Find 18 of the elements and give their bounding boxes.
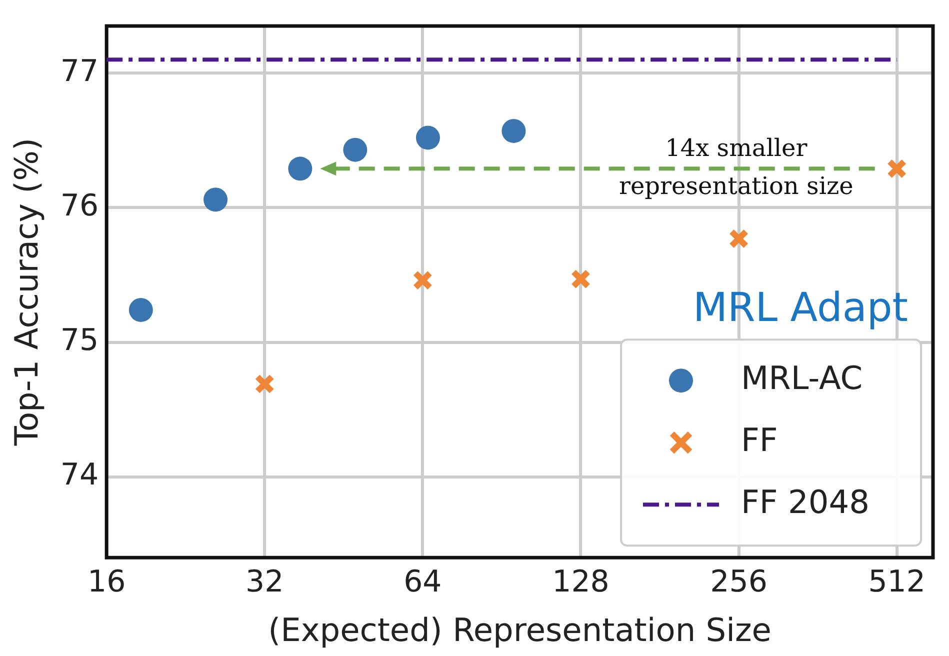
y-axis-title: Top-1 Accuracy (%) [8,138,46,447]
text: MRL Adapt [693,284,908,331]
annotation: representation size [619,172,854,200]
legend-label: MRL-AC [741,358,863,397]
x-tick-label: 256 [710,564,768,600]
x-tick-label: 64 [404,564,442,600]
x-tick-label: 32 [246,564,284,600]
x-tick-label: 512 [868,564,926,600]
x-tick-label: 128 [552,564,610,600]
y-tick-label: 77 [60,54,99,89]
x-axis-title: (Expected) Representation Size [268,611,772,650]
annotation: 14x smaller [665,134,808,162]
y-tick-label: 75 [60,323,99,358]
legend-label: FF [741,420,778,459]
x-tick-label: 16 [87,564,126,600]
y-tick-label: 74 [60,458,99,493]
y-tick-label: 76 [60,188,99,224]
legend-label: FF 2048 [741,482,870,521]
